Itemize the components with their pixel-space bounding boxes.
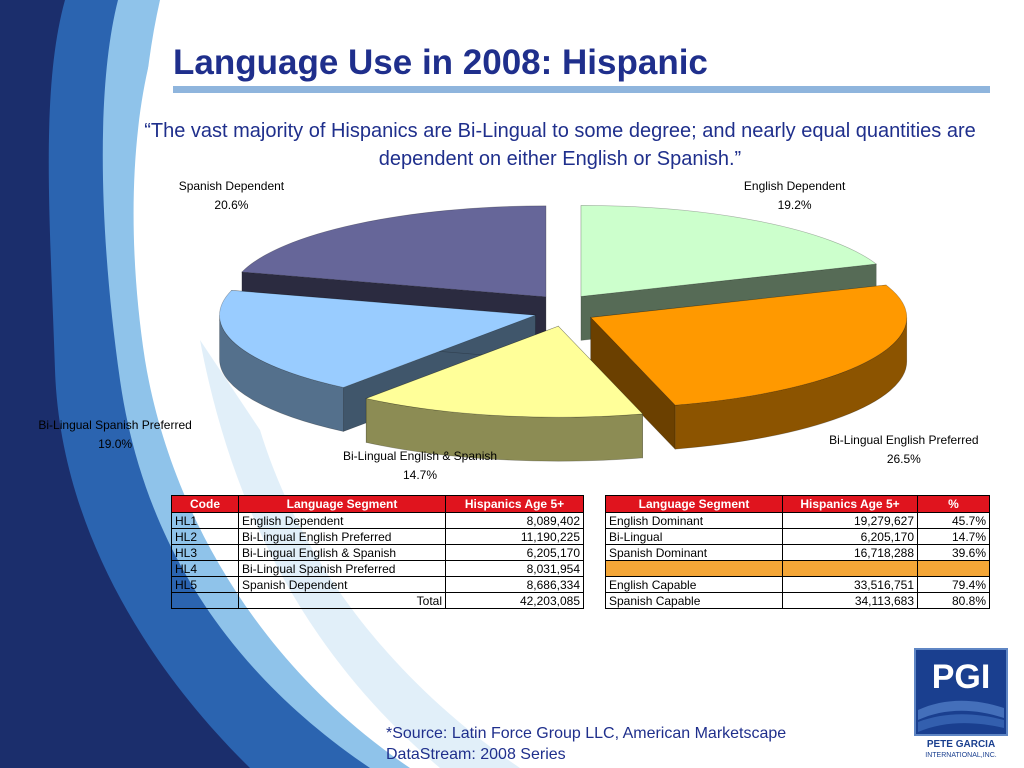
code-cell: HL2 xyxy=(171,528,239,545)
table-row: HL4 Bi-Lingual Spanish Preferred 8,031,9… xyxy=(171,560,584,577)
col-header-percent: % xyxy=(917,495,990,513)
slice-percent-bi-lingual-spanish-preferred: 19.0% xyxy=(98,437,132,451)
segment-cell: Spanish Dominant xyxy=(605,544,783,561)
percent-cell: 80.8% xyxy=(917,592,990,609)
language-segment-table: Code Language Segment Hispanics Age 5+ H… xyxy=(171,495,584,609)
language-dominance-table: Language Segment Hispanics Age 5+ % Engl… xyxy=(605,495,990,609)
percent-cell: 14.7% xyxy=(917,528,990,545)
source-line: DataStream: 2008 Series xyxy=(386,746,566,763)
col-header-segment: Language Segment xyxy=(238,495,446,513)
count-cell xyxy=(782,560,918,577)
count-cell: 6,205,170 xyxy=(782,528,918,545)
segment-cell: English Dominant xyxy=(605,512,783,529)
percent-cell: 45.7% xyxy=(917,512,990,529)
total-row: Total 42,203,085 xyxy=(171,592,584,609)
slice-top xyxy=(219,290,536,388)
segment-cell: Spanish Capable xyxy=(605,592,783,609)
slide-title: Language Use in 2008: Hispanic xyxy=(173,43,708,82)
col-header-segment: Language Segment xyxy=(605,495,783,513)
segment-cell: Bi-Lingual English & Spanish xyxy=(238,544,446,561)
segment-cell: Spanish Dependent xyxy=(238,576,446,593)
table-row: HL2 Bi-Lingual English Preferred 11,190,… xyxy=(171,528,584,545)
segment-cell: English Capable xyxy=(605,576,783,593)
slice-label-spanish-dependent: Spanish Dependent xyxy=(179,179,285,193)
count-cell: 8,686,334 xyxy=(445,576,584,593)
slice-label-bi-lingual-spanish-preferred: Bi-Lingual Spanish Preferred xyxy=(38,418,191,432)
svg-text:PETE GARCIA: PETE GARCIA xyxy=(927,739,995,750)
table-row: HL3 Bi-Lingual English & Spanish 6,205,1… xyxy=(171,544,584,561)
count-cell: 19,279,627 xyxy=(782,512,918,529)
slide-quote: “The vast majority of Hispanics are Bi-L… xyxy=(144,120,976,170)
segment-cell: Bi-Lingual Spanish Preferred xyxy=(238,560,446,577)
source-line: *Source: Latin Force Group LLC, American… xyxy=(386,725,787,742)
percent-cell: 79.4% xyxy=(917,576,990,593)
slice-label-bi-lingual-english-preferred: Bi-Lingual English Preferred xyxy=(829,433,978,447)
count-cell: 34,113,683 xyxy=(782,592,918,609)
pgi-logo: PGI PETE GARCIA INTERNATIONAL,INC. xyxy=(914,648,1008,759)
col-header-code: Code xyxy=(171,495,239,513)
table-row: Bi-Lingual 6,205,170 14.7% xyxy=(605,528,990,545)
table-row: English Capable 33,516,751 79.4% xyxy=(605,576,990,593)
title-underline xyxy=(173,86,990,93)
count-cell: 8,089,402 xyxy=(445,512,584,529)
slice-top xyxy=(365,325,644,418)
total-value: 42,203,085 xyxy=(445,592,584,609)
count-cell: 16,718,288 xyxy=(782,544,918,561)
pie-slice-bi-lingual-english-and-spanish xyxy=(365,325,644,462)
segment-cell: Bi-Lingual xyxy=(605,528,783,545)
table-row: HL5 Spanish Dependent 8,686,334 xyxy=(171,576,584,593)
separator-row xyxy=(605,560,990,577)
segment-cell: Bi-Lingual English Preferred xyxy=(238,528,446,545)
count-cell: 33,516,751 xyxy=(782,576,918,593)
code-cell: HL4 xyxy=(171,560,239,577)
count-cell: 6,205,170 xyxy=(445,544,584,561)
segment-cell: English Dependent xyxy=(238,512,446,529)
svg-text:PGI: PGI xyxy=(932,658,991,696)
slice-top xyxy=(580,205,878,297)
segment-cell xyxy=(605,560,783,577)
percent-cell xyxy=(917,560,990,577)
percent-cell: 39.6% xyxy=(917,544,990,561)
code-cell: HL1 xyxy=(171,512,239,529)
slice-percent-bi-lingual-english-preferred: 26.5% xyxy=(887,452,921,466)
svg-text:INTERNATIONAL,INC.: INTERNATIONAL,INC. xyxy=(925,752,996,759)
slice-top xyxy=(590,284,908,406)
table-row: Spanish Dominant 16,718,288 39.6% xyxy=(605,544,990,561)
slice-label-bi-lingual-english-and-spanish: Bi-Lingual English & Spanish xyxy=(343,449,497,463)
code-cell: HL3 xyxy=(171,544,239,561)
slice-percent-english-dependent: 19.2% xyxy=(778,198,812,212)
pie-slice-bi-lingual-english-preferred xyxy=(590,284,908,450)
total-label: Total xyxy=(238,592,446,609)
col-header-hispanics: Hispanics Age 5+ xyxy=(445,495,584,513)
count-cell: 8,031,954 xyxy=(445,560,584,577)
empty-cell xyxy=(171,592,239,609)
slice-label-english-dependent: English Dependent xyxy=(744,179,846,193)
source-note: *Source: Latin Force Group LLC, American… xyxy=(386,723,786,765)
slice-top xyxy=(241,205,547,298)
table-row: English Dominant 19,279,627 45.7% xyxy=(605,512,990,529)
count-cell: 11,190,225 xyxy=(445,528,584,545)
slice-percent-bi-lingual-english-and-spanish: 14.7% xyxy=(403,468,437,482)
code-cell: HL5 xyxy=(171,576,239,593)
table-row: Spanish Capable 34,113,683 80.8% xyxy=(605,592,990,609)
table-row: HL1 English Dependent 8,089,402 xyxy=(171,512,584,529)
slice-percent-spanish-dependent: 20.6% xyxy=(214,198,248,212)
col-header-hispanics: Hispanics Age 5+ xyxy=(782,495,918,513)
